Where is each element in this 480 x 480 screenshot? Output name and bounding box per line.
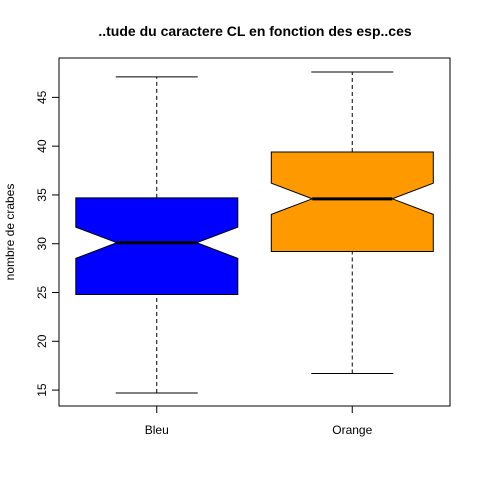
x-axis: Bleu Orange (145, 406, 373, 437)
y-tick-label: 45 (35, 90, 49, 104)
y-tick-label: 35 (35, 188, 49, 202)
y-axis-label: nombre de crabes (3, 184, 17, 281)
y-tick-label: 40 (35, 139, 49, 153)
y-tick-label: 25 (35, 286, 49, 300)
chart-marks (75, 71, 434, 394)
box-orange (270, 151, 434, 252)
y-tick-label: 20 (35, 334, 49, 348)
y-axis: 15 20 25 30 35 40 45 (35, 90, 60, 397)
x-tick-label-bleu: Bleu (145, 423, 169, 437)
x-tick-label-orange: Orange (332, 423, 372, 437)
box-bleu (75, 197, 239, 295)
y-tick-label: 30 (35, 237, 49, 251)
y-tick-label: 15 (35, 383, 49, 397)
chart-title: ..tude du caractere CL en fonction des e… (98, 23, 411, 39)
